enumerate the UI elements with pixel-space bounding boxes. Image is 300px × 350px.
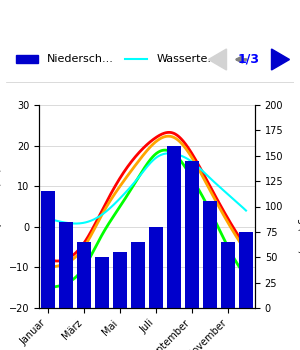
Y-axis label: Niederschlag (mm): Niederschlag (mm) [297,160,300,253]
Polygon shape [272,49,290,70]
Bar [77,242,91,308]
Polygon shape [208,49,226,70]
Bar [59,222,73,308]
Bar [149,227,163,308]
Bar [221,242,235,308]
Y-axis label: Temperatur (°C): Temperatur (°C) [0,167,2,246]
Bar [41,191,55,308]
Bar [203,202,217,308]
Text: 1/3: 1/3 [238,53,260,66]
Legend: Niedersch..., Wasserte...: Niedersch..., Wasserte... [12,50,223,69]
Bar [131,242,145,308]
Bar [95,257,109,308]
Bar [113,252,127,308]
Bar [239,232,253,308]
Bar [167,146,181,308]
Bar [185,161,199,308]
